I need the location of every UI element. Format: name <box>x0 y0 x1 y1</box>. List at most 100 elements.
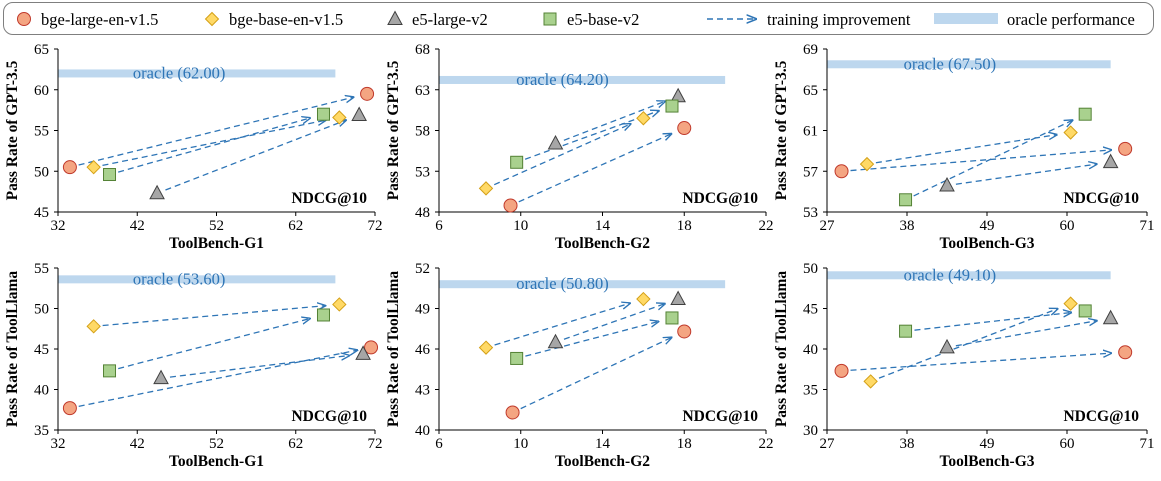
metric-annotation: NDCG@10 <box>682 408 758 425</box>
point-before-bge-large <box>503 198 518 213</box>
oracle-band <box>58 275 336 284</box>
point-after-bge-large <box>1118 141 1133 156</box>
point-before-bge-large <box>834 363 849 378</box>
x-tick-label: 60 <box>1060 218 1075 234</box>
point-before-bge-base <box>478 181 494 196</box>
improvement-arrow-e5-base <box>117 118 310 173</box>
point-before-e5-base <box>899 193 913 207</box>
point-after-bge-large <box>677 121 692 136</box>
legend-marker-bge-base <box>204 11 220 27</box>
x-axis-label: ToolBench-G2 <box>555 235 650 252</box>
point-after-e5-large <box>670 290 686 306</box>
oracle-band <box>439 75 726 84</box>
metric-annotation: NDCG@10 <box>682 190 758 207</box>
y-tick-label: 55 <box>34 261 49 277</box>
x-tick-label: 6 <box>435 218 443 234</box>
improvement-arrow-bge-large <box>518 134 672 203</box>
x-tick-label: 38 <box>900 436 915 452</box>
y-tick-label: 58 <box>415 124 430 140</box>
metric-annotation: NDCG@10 <box>1063 408 1139 425</box>
y-axis-label: Pass Rate of ToolLlama <box>773 271 790 428</box>
point-after-bge-large <box>1118 345 1133 360</box>
y-tick-label: 68 <box>415 42 430 58</box>
x-tick-label: 6 <box>435 436 443 452</box>
improvement-arrow-e5-base <box>913 120 1073 197</box>
improvement-arrow-e5-base <box>524 111 659 160</box>
legend-label-arrow: training improvement <box>767 10 911 29</box>
y-axis-label: Pass Rate of ToolLlama <box>4 271 21 428</box>
oracle-label: oracle (53.60) <box>133 269 226 288</box>
chart-panel-4: oracle (53.60) 35 40 45 50 55 32 42 52 62 72 ToolBe… <box>4 261 383 470</box>
y-axis-label: Pass Rate of ToolLlama <box>385 271 402 428</box>
oracle-label: oracle (62.00) <box>133 63 226 82</box>
improvement-arrow-bge-large <box>78 97 354 166</box>
y-tick-label: 30 <box>803 423 818 439</box>
improvement-arrow-e5-large <box>563 304 665 340</box>
y-tick-label: 35 <box>803 383 818 399</box>
improvement-arrow-bge-large <box>850 150 1112 172</box>
x-tick-label: 10 <box>513 436 528 452</box>
point-before-e5-base <box>510 155 524 169</box>
legend-label-e5-large: e5-large-v2 <box>412 10 488 29</box>
point-before-bge-base <box>86 319 101 334</box>
improvement-arrow-bge-base <box>493 124 630 186</box>
point-before-bge-large <box>834 164 849 179</box>
point-after-e5-base <box>665 99 679 113</box>
y-tick-label: 45 <box>34 205 49 221</box>
x-tick-label: 38 <box>900 218 915 234</box>
y-tick-label: 40 <box>803 342 818 358</box>
chart-panel-1: oracle (62.00) 45 50 55 60 65 32 42 52 62 72 ToolBe… <box>4 42 383 252</box>
x-tick-label: 32 <box>51 436 66 452</box>
y-tick-label: 45 <box>34 342 49 358</box>
x-axis-label: ToolBench-G1 <box>169 453 264 470</box>
x-axis-label: ToolBench-G3 <box>939 453 1034 470</box>
oracle-label: oracle (50.80) <box>516 274 609 293</box>
point-after-bge-large <box>677 324 692 339</box>
x-tick-label: 32 <box>51 218 66 234</box>
point-before-e5-base <box>899 324 913 338</box>
point-after-bge-base <box>636 111 651 126</box>
x-axis-label: ToolBench-G1 <box>169 235 264 252</box>
point-before-e5-large <box>149 184 165 200</box>
y-tick-label: 35 <box>34 423 49 439</box>
x-tick-label: 52 <box>209 436 224 452</box>
x-tick-label: 62 <box>288 218 303 234</box>
legend: bge-large-en-v1.5 bge-base-en-v1.5 e5-larg… <box>3 2 1154 35</box>
point-before-e5-large <box>939 338 955 354</box>
point-before-e5-large <box>547 134 564 150</box>
improvement-arrow-bge-large <box>850 353 1112 371</box>
legend-marker-e5-base <box>543 12 557 26</box>
y-tick-label: 57 <box>803 164 819 180</box>
point-before-bge-large <box>62 401 77 416</box>
improvement-arrow-e5-large <box>563 101 665 141</box>
x-tick-label: 72 <box>368 436 383 452</box>
oracle-band <box>58 69 336 78</box>
point-after-e5-large <box>1102 309 1119 325</box>
improvement-arrow-e5-large <box>169 356 349 378</box>
legend-marker-e5-large <box>387 10 403 25</box>
x-tick-label: 27 <box>820 218 836 234</box>
improvement-arrow-e5-large <box>165 120 346 191</box>
x-tick-label: 14 <box>595 218 611 234</box>
y-tick-label: 49 <box>415 302 430 318</box>
point-after-e5-large <box>355 345 371 360</box>
x-tick-label: 42 <box>130 436 145 452</box>
chart-panel-5: oracle (50.80) 40 43 46 49 52 6 10 14 18 22 ToolBen… <box>385 261 774 470</box>
x-tick-label: 72 <box>368 218 383 234</box>
x-tick-label: 18 <box>677 436 692 452</box>
y-tick-label: 55 <box>34 124 49 140</box>
improvement-arrow-e5-base <box>118 319 310 370</box>
legend-label-oracle: oracle performance <box>1007 10 1135 29</box>
x-tick-label: 10 <box>513 218 528 234</box>
chart-panel-2: oracle (64.20) 48 53 58 63 68 6 10 14 18 22 ToolBen… <box>385 42 774 252</box>
oracle-label: oracle (67.50) <box>904 54 997 73</box>
improvement-arrow-bge-base <box>875 135 1057 164</box>
improvement-arrow-bge-base <box>494 303 630 346</box>
y-tick-label: 45 <box>803 302 818 318</box>
x-tick-label: 60 <box>1060 436 1075 452</box>
point-after-bge-large <box>360 86 375 101</box>
improvement-arrow-e5-base <box>525 321 658 357</box>
y-tick-label: 50 <box>34 302 49 318</box>
chart-panel-6: oracle (49.10) 30 35 40 45 50 27 38 49 60 71 ToolBe… <box>773 261 1155 470</box>
point-after-bge-base <box>1063 125 1078 140</box>
